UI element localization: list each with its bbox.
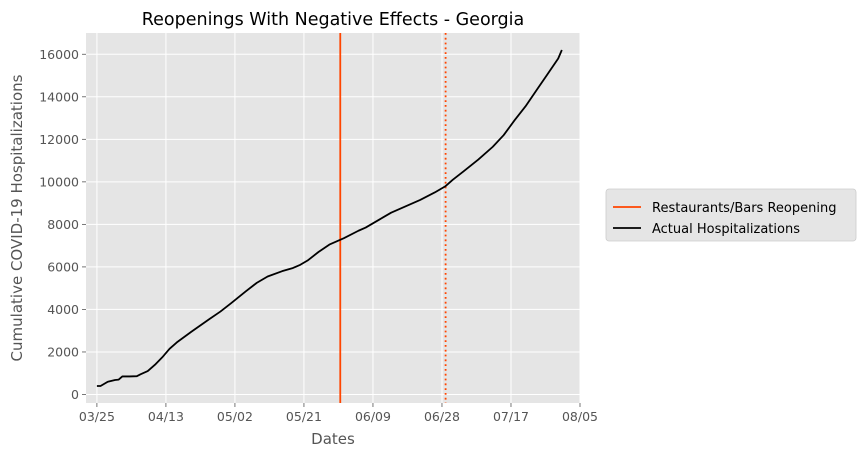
y-tick-label: 8000 (47, 217, 79, 232)
x-tick-label: 05/02 (217, 409, 253, 424)
legend: Restaurants/Bars Reopening Actual Hospit… (605, 188, 857, 242)
x-tick-label: 06/09 (355, 409, 391, 424)
y-tick-label: 14000 (39, 89, 79, 104)
legend-label-hospitalizations: Actual Hospitalizations (652, 222, 800, 237)
y-tick-label: 2000 (47, 344, 79, 359)
y-gridlines (86, 53, 580, 395)
x-tick-label: 03/25 (79, 409, 115, 424)
x-tick-label: 05/21 (286, 409, 322, 424)
y-tick-label: 0 (71, 387, 79, 402)
y-axis-label: Cumulative COVID-19 Hospitalizations (8, 74, 26, 361)
x-axis-label: Dates (311, 430, 355, 448)
x-tick-label: 04/13 (148, 409, 184, 424)
legend-label-reopening: Restaurants/Bars Reopening (652, 201, 836, 216)
x-tick-label: 08/05 (562, 409, 598, 424)
chart-title: Reopenings With Negative Effects - Georg… (142, 10, 525, 30)
series-group (96, 49, 563, 387)
x-tick-label: 06/28 (424, 409, 460, 424)
x-gridlines (96, 33, 581, 403)
y-tick-label: 4000 (47, 302, 79, 317)
actual-hospitalizations-line (96, 49, 563, 387)
x-tick-labels: 03/25 04/13 05/02 05/21 06/09 06/28 07/17 08/05 (79, 403, 598, 424)
y-tick-label: 16000 (39, 47, 79, 62)
y-tick-label: 6000 (47, 259, 79, 274)
plot-background (86, 33, 580, 403)
y-tick-label: 10000 (39, 174, 79, 189)
y-tick-label: 12000 (39, 132, 79, 147)
x-tick-label: 07/17 (493, 409, 529, 424)
y-tick-labels: 0 2000 4000 6000 8000 10000 12000 14000 16000 (39, 47, 86, 402)
legend-box (605, 188, 857, 242)
reopening-lines (339, 33, 447, 403)
